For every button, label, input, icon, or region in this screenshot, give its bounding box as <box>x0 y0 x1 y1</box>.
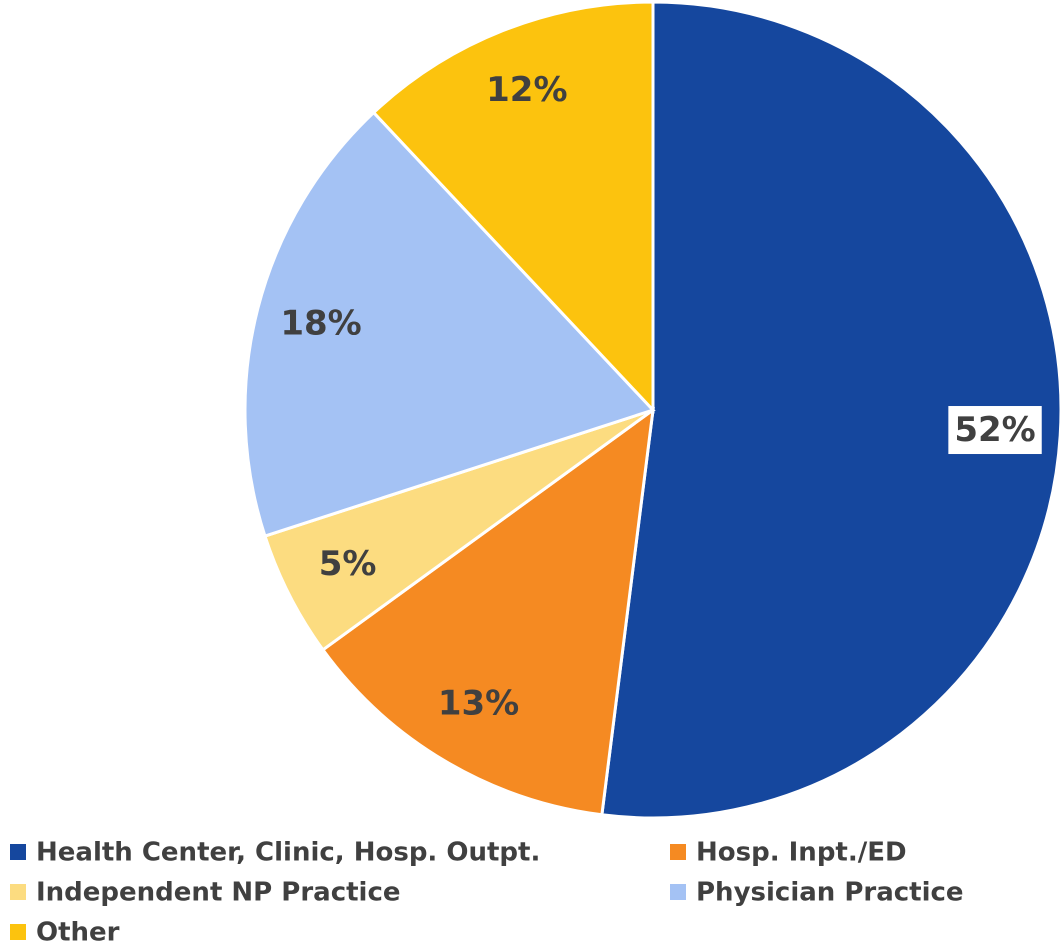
data-label: 12% <box>486 70 567 110</box>
legend-swatch <box>10 884 26 900</box>
pie-slice <box>320 406 655 817</box>
legend-swatch <box>670 844 686 860</box>
pie-slice <box>243 110 656 538</box>
legend-label: Physician Practice <box>696 878 964 908</box>
legend-swatch <box>10 844 26 860</box>
pie-slice <box>600 0 1062 820</box>
pie-slice <box>371 0 655 414</box>
legend-label: Independent NP Practice <box>36 878 401 908</box>
legend-label: Hosp. Inpt./ED <box>696 838 907 868</box>
legend-swatch <box>670 884 686 900</box>
data-label: 13% <box>438 683 519 723</box>
data-label-box <box>948 406 1042 455</box>
legend-label: Other <box>36 918 120 948</box>
data-label: 5% <box>319 544 377 584</box>
data-label: 18% <box>280 303 361 343</box>
data-label: 52% <box>954 410 1035 450</box>
legend-swatch <box>10 924 26 940</box>
legend-label: Health Center, Clinic, Hosp. Outpt. <box>36 838 540 868</box>
